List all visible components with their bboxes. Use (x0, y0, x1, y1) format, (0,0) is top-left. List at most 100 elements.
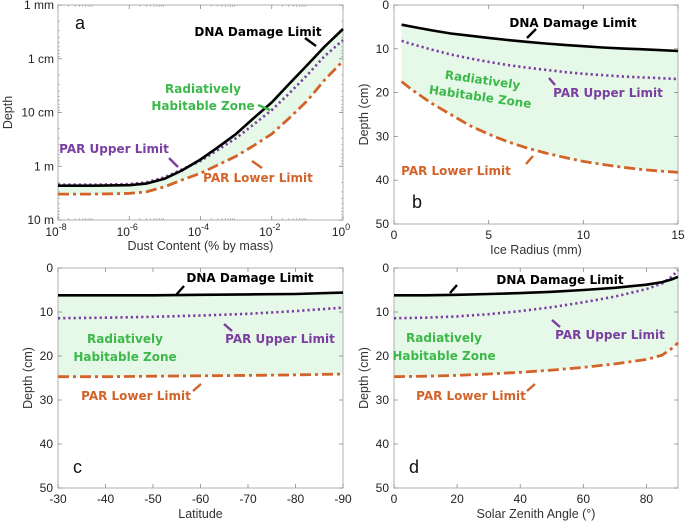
annotation-label: PAR Upper Limit (225, 332, 335, 346)
annotation-label: Habitable Zone (73, 350, 176, 364)
y-tick-label: 1 m (34, 159, 54, 173)
x-tick-label: 40 (514, 492, 528, 506)
annotation-pointer (175, 285, 185, 296)
x-tick-exponent: -4 (201, 222, 209, 232)
x-tick-base: 10 (259, 225, 273, 239)
y-tick-label: 20 (376, 86, 390, 100)
y-tick-label: 20 (376, 349, 390, 363)
x-tick-base: 10 (332, 225, 346, 239)
y-tick-label: 10 cm (21, 106, 54, 120)
annotation-pointer (551, 319, 561, 328)
panel-letter: d (409, 457, 419, 477)
annotation-label: PAR Lower Limit (416, 389, 526, 403)
y-axis-label: Depth (cm) (21, 347, 35, 409)
annotation-par-upper: PAR Upper Limit (225, 332, 335, 346)
series-line-par-upper (393, 269, 679, 320)
plot-frame (393, 267, 679, 489)
x-tick-label: -30 (49, 492, 67, 506)
x-tick-exponent: -8 (59, 222, 67, 232)
y-tick-label: 50 (376, 217, 390, 231)
x-tick-label: 80 (640, 492, 654, 506)
y-axis-label: Depth (1, 96, 15, 129)
x-tick-label: -70 (239, 492, 257, 506)
x-tick-label: -50 (144, 492, 162, 506)
x-axis-label: Latitude (178, 507, 223, 521)
annotation-label: Habitable Zone (151, 99, 254, 113)
annotation-label: DNA Damage Limit (496, 273, 623, 287)
annotation-zone: Radiatively Habitable Zone (73, 332, 176, 364)
x-tick-label: -40 (97, 492, 115, 506)
annotation-label: PAR Upper Limit (59, 142, 169, 156)
annotation-dna: DNA Damage Limit (496, 273, 623, 287)
y-tick-label: 10 (376, 42, 390, 56)
annotation-label: PAR Lower Limit (81, 389, 191, 403)
annotation-par-upper: PAR Upper Limit (555, 328, 665, 342)
panel-letter: a (75, 13, 86, 33)
panel-b: 0 5 10 15 0 10 20 30 40 50 Ice Radius (mm) Depth (c… (357, 0, 685, 257)
annotation-label: DNA Damage Limit (509, 16, 636, 30)
series-line-par-lower (400, 80, 679, 174)
annotation-pointer (251, 160, 263, 169)
panel-d: 0 20 40 60 80 0 10 20 30 40 50 Solar Zenith Angle (… (357, 261, 679, 521)
x-tick-label: 100 (332, 222, 350, 239)
annotation-zone: Radiatively Habitable Zone (392, 331, 495, 363)
y-tick-label: 30 (40, 393, 54, 407)
y-tick-label: 0 (382, 0, 389, 12)
annotation-label: DNA Damage Limit (194, 25, 321, 39)
x-tick-label: 10-4 (188, 222, 209, 239)
y-tick-label: 30 (376, 393, 390, 407)
x-tick-label: 10-6 (117, 222, 138, 239)
x-tick-label: 15 (671, 228, 685, 242)
x-tick-label: 0 (391, 228, 398, 242)
x-tick-label: 0 (391, 492, 398, 506)
annotation-par-lower: PAR Lower Limit (401, 164, 511, 178)
x-tick-label: 20 (450, 492, 464, 506)
y-tick-label: 10 m (27, 213, 54, 227)
series-line-dna (58, 28, 344, 187)
annotation-label: DNA Damage Limit (186, 271, 313, 285)
annotation-par-lower: PAR Lower Limit (203, 171, 313, 185)
annotation-label: Radiatively (165, 82, 241, 96)
annotation-par-lower: PAR Lower Limit (81, 389, 191, 403)
x-tick-label: 10 (577, 228, 591, 242)
annotation-zone: Radiatively Habitable Zone (151, 82, 254, 113)
y-tick-label: 10 (40, 305, 54, 319)
y-tick-label: 40 (40, 437, 54, 451)
annotation-pointer (257, 103, 271, 112)
annotation-dna: DNA Damage Limit (509, 16, 636, 30)
annotation-par-lower: PAR Lower Limit (416, 389, 526, 403)
panel-letter: b (412, 192, 422, 212)
series-line-par-lower (58, 372, 344, 379)
y-axis-label: Depth (cm) (357, 347, 371, 409)
annotation-label: Radiatively (406, 331, 482, 345)
y-tick-label: 40 (376, 173, 390, 187)
annotation-pointer (168, 157, 179, 168)
plot-frame (393, 4, 679, 225)
x-tick-label: 10-2 (259, 222, 280, 239)
x-axis-label: Ice Radius (mm) (490, 243, 582, 257)
x-tick-label: -90 (334, 492, 352, 506)
y-tick-label: 0 (382, 261, 389, 275)
habitable-zone-fill (394, 276, 678, 377)
x-tick-base: 10 (117, 225, 131, 239)
annotation-dna: DNA Damage Limit (186, 271, 313, 285)
x-tick-exponent: -6 (130, 222, 138, 232)
annotation-pointer (526, 28, 537, 39)
y-tick-label: 20 (40, 349, 54, 363)
annotation-par-upper: PAR Upper Limit (553, 86, 663, 100)
x-tick-label: -80 (287, 492, 305, 506)
annotation-pointer (525, 155, 534, 165)
x-tick-base: 10 (45, 225, 59, 239)
y-axis-label: Depth (cm) (357, 84, 371, 146)
y-tick-label: 1 mm (24, 0, 54, 12)
habitable-zone-fill (401, 24, 678, 173)
x-axis-label: Dust Content (% by mass) (128, 239, 274, 253)
annotation-pointer (449, 284, 458, 294)
panel-letter: c (73, 457, 82, 477)
annotation-pointer (223, 323, 233, 332)
annotation-pointer (548, 77, 556, 86)
x-tick-label: 10-8 (45, 222, 66, 239)
x-tick-label: 5 (485, 228, 492, 242)
annotation-label: PAR Upper Limit (555, 328, 665, 342)
